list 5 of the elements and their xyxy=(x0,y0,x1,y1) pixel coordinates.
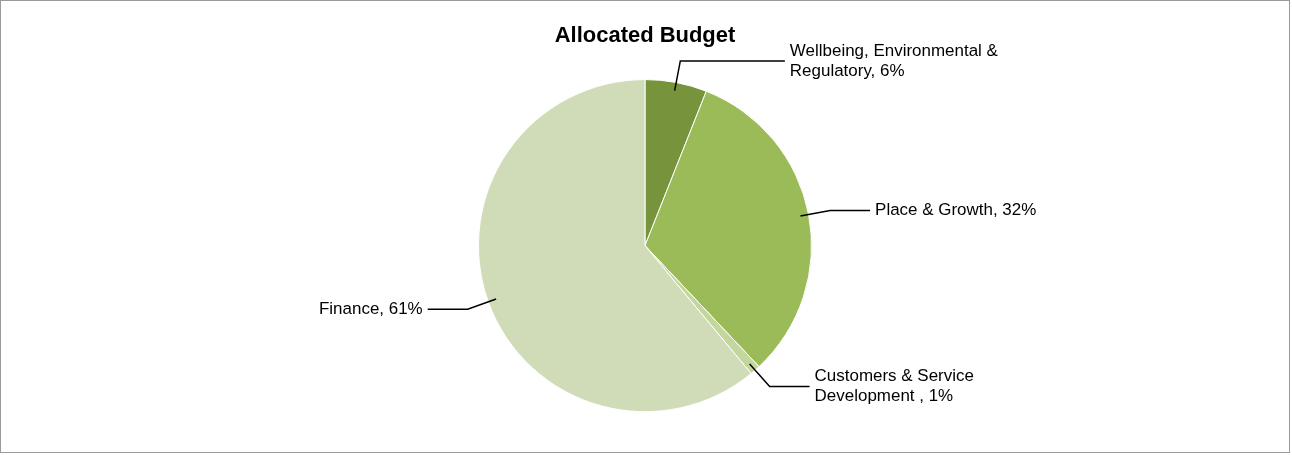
slice-label: Wellbeing, Environmental & Regulatory, 6% xyxy=(789,40,999,80)
chart-title: Allocated Budget xyxy=(554,22,736,48)
slice-label: Finance, 61% xyxy=(318,298,423,318)
slice-label: Customers & Service Development , 1% xyxy=(814,366,974,406)
slice-label: Place & Growth, 32% xyxy=(875,200,1037,220)
